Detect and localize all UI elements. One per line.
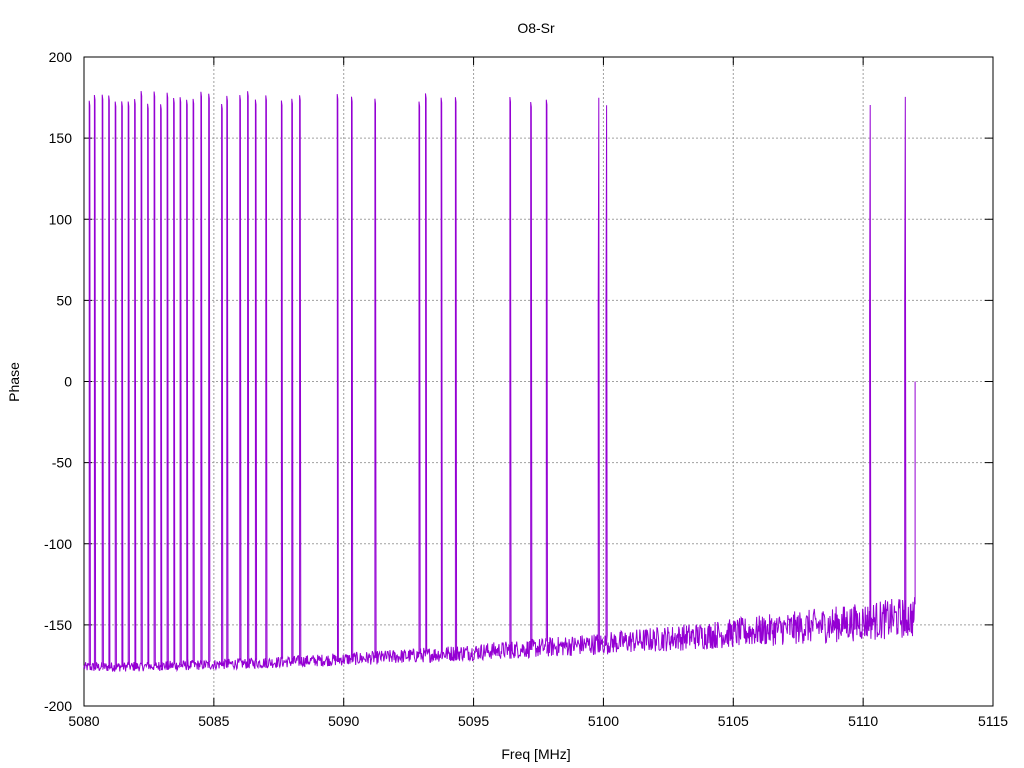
- y-tick-label: 50: [56, 292, 72, 308]
- x-tick-label: 5095: [458, 713, 489, 729]
- y-tick-label: 0: [64, 374, 72, 390]
- y-tick-label: -150: [44, 617, 72, 633]
- y-tick-label: 200: [49, 49, 73, 65]
- y-tick-label: 100: [49, 211, 73, 227]
- y-tick-label: -200: [44, 698, 72, 714]
- x-tick-label: 5090: [328, 713, 359, 729]
- y-tick-labels: 200 150 100 50 0 -50 -100 -150 -200: [44, 49, 72, 714]
- x-tick-label: 5110: [848, 713, 878, 729]
- chart-title: O8-Sr: [517, 20, 555, 36]
- x-tick-label: 5085: [198, 713, 229, 729]
- x-axis-label: Freq [MHz]: [501, 746, 570, 762]
- axis-ticks: [83, 56, 994, 707]
- x-tick-label: 5080: [68, 713, 99, 729]
- x-tick-label: 5100: [588, 713, 619, 729]
- x-tick-label: 5105: [718, 713, 749, 729]
- x-tick-labels: 5080 5085 5090 5095 5100 5105 5110 5115: [68, 713, 1008, 729]
- y-tick-label: -100: [44, 536, 72, 552]
- y-tick-label: 150: [49, 130, 73, 146]
- y-tick-label: -50: [52, 455, 72, 471]
- grid-lines: [84, 57, 993, 706]
- series-line: [83, 91, 916, 673]
- x-tick-label: 5115: [978, 713, 1008, 729]
- y-axis-label: Phase: [6, 362, 22, 402]
